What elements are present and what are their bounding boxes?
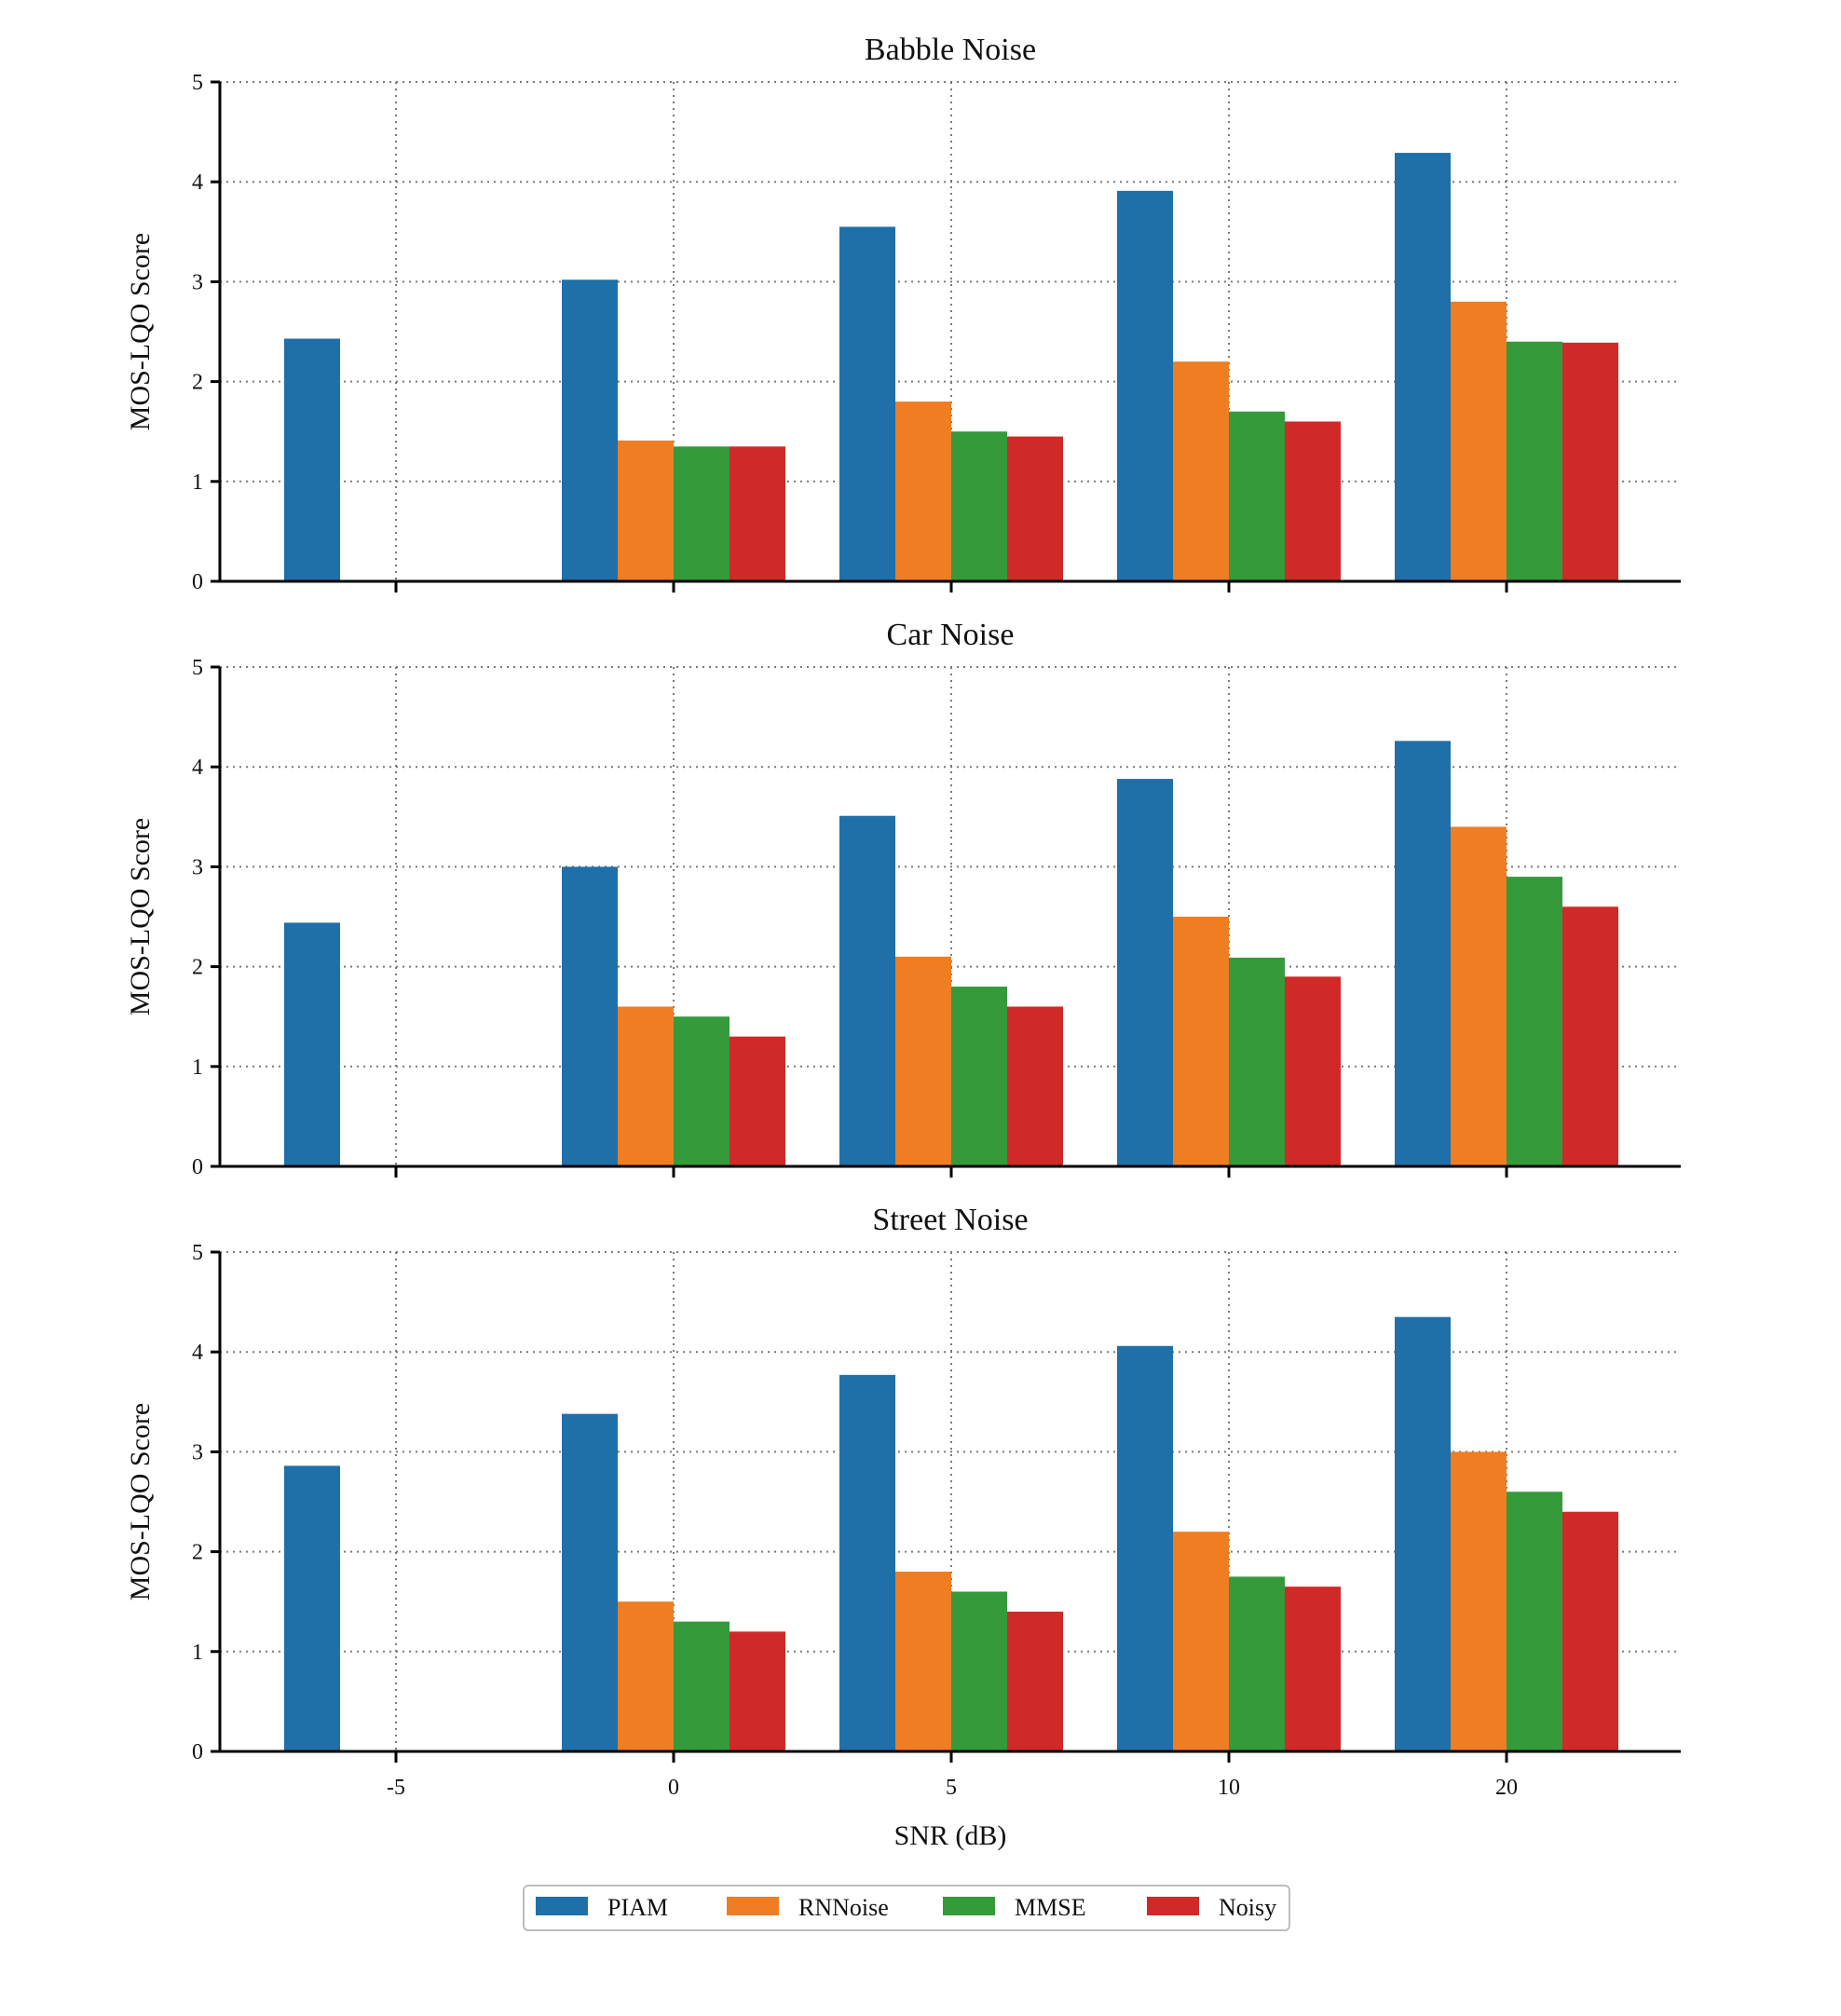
bar-rnnoise-10: [1173, 361, 1229, 581]
bar-noisy-10: [1285, 976, 1341, 1166]
bar-piam-10: [1117, 779, 1173, 1166]
y-tick-label: 4: [192, 756, 203, 780]
bar-mmse-5: [951, 1591, 1007, 1751]
chart-title: Street Noise: [872, 1203, 1028, 1237]
x-tick-label: 5: [946, 1776, 957, 1800]
bar-mmse-0: [674, 1016, 730, 1166]
bar-piam-5: [839, 1374, 895, 1751]
bar-piam-5: [839, 815, 895, 1166]
bar-rnnoise-0: [618, 1006, 674, 1166]
bar-rnnoise-20: [1451, 826, 1507, 1166]
bar-noisy-20: [1562, 342, 1618, 581]
bar-noisy-5: [1007, 436, 1063, 581]
y-tick-label: 0: [192, 1740, 203, 1764]
bar-mmse-5: [951, 987, 1007, 1166]
y-axis-label: MOS-LQO Score: [125, 1403, 156, 1601]
bar-mmse-10: [1229, 1576, 1285, 1751]
bar-mmse-10: [1229, 957, 1285, 1166]
bar-noisy-10: [1285, 421, 1341, 581]
y-tick-label: 3: [192, 270, 203, 294]
y-tick-label: 3: [192, 1440, 203, 1464]
bar-piam-10: [1117, 190, 1173, 581]
bar-piam-0: [562, 866, 618, 1166]
y-tick-label: 5: [192, 1241, 203, 1265]
legend-swatch-mmse: [943, 1897, 995, 1915]
x-axis-label: SNR (dB): [894, 1820, 1007, 1851]
y-tick-label: 4: [192, 170, 203, 195]
bar-piam-5: [839, 226, 895, 581]
y-axis-label: MOS-LQO Score: [125, 233, 156, 430]
chart-title: Car Noise: [887, 618, 1015, 652]
y-tick-label: 2: [192, 371, 203, 395]
bar-rnnoise-10: [1173, 1532, 1229, 1751]
bar-mmse-10: [1229, 411, 1285, 581]
bar-rnnoise-5: [895, 956, 951, 1166]
y-tick-label: 1: [192, 1056, 203, 1080]
y-axis-label: MOS-LQO Score: [125, 818, 156, 1015]
bar-rnnoise-0: [618, 1601, 674, 1751]
bar-noisy-10: [1285, 1587, 1341, 1751]
bar-rnnoise-5: [895, 402, 951, 581]
y-tick-label: 0: [192, 1155, 203, 1179]
legend-label-rnnoise: RNNoise: [798, 1894, 889, 1921]
bar-noisy-5: [1007, 1611, 1063, 1751]
legend-label-piam: PIAM: [607, 1894, 668, 1921]
x-tick-label: 20: [1495, 1776, 1518, 1800]
chart-panel-car-noise: Car Noise 0 1 2 3 4 5 MOS-LQO Score: [125, 618, 1681, 1179]
legend: PIAM RNNoise MMSE Noisy: [523, 1885, 1290, 1931]
bar-piam-20: [1395, 741, 1451, 1166]
bar-piam--5: [284, 1465, 340, 1751]
legend-swatch-noisy: [1147, 1897, 1199, 1915]
legend-swatch-piam: [536, 1897, 588, 1915]
bar-rnnoise-10: [1173, 917, 1229, 1166]
y-tick-label: 1: [192, 1641, 203, 1665]
bar-noisy-0: [730, 446, 785, 581]
bar-noisy-0: [730, 1036, 785, 1166]
y-tick-label: 3: [192, 855, 203, 879]
bar-noisy-0: [730, 1631, 785, 1751]
bar-rnnoise-5: [895, 1572, 951, 1751]
bar-piam--5: [284, 922, 340, 1166]
legend-frame: [523, 1885, 1290, 1931]
legend-label-mmse: MMSE: [1015, 1894, 1086, 1921]
bar-mmse-20: [1507, 341, 1562, 581]
bar-piam-10: [1117, 1345, 1173, 1751]
y-tick-label: 2: [192, 956, 203, 980]
bar-mmse-20: [1507, 1492, 1562, 1751]
legend-label-noisy: Noisy: [1219, 1894, 1276, 1921]
bar-rnnoise-0: [618, 440, 674, 581]
bar-piam-0: [562, 1413, 618, 1751]
legend-swatch-rnnoise: [727, 1897, 779, 1915]
y-tick-label: 0: [192, 570, 203, 594]
y-tick-label: 1: [192, 470, 203, 495]
bar-mmse-5: [951, 431, 1007, 581]
bar-piam-20: [1395, 153, 1451, 581]
x-tick-label: 10: [1218, 1776, 1240, 1800]
y-tick-label: 4: [192, 1341, 203, 1365]
bar-piam--5: [284, 338, 340, 581]
bar-rnnoise-20: [1451, 301, 1507, 581]
x-tick-label: -5: [387, 1776, 405, 1800]
y-tick-label: 2: [192, 1541, 203, 1565]
chart-panel-babble-noise: Babble Noise 0 1 2 3 4 5 MOS-LQO Score: [125, 33, 1681, 594]
y-tick-label: 5: [192, 71, 203, 95]
bar-piam-20: [1395, 1316, 1451, 1751]
bar-noisy-20: [1562, 1511, 1618, 1751]
bar-noisy-20: [1562, 906, 1618, 1166]
chart-panel-street-noise: Street Noise 0 1 2 3 4 5 MOS-LQO Score -5 0 5 10 20 S…: [125, 1203, 1681, 1851]
y-tick-label: 5: [192, 656, 203, 680]
bar-rnnoise-20: [1451, 1451, 1507, 1751]
bar-noisy-5: [1007, 1006, 1063, 1166]
bar-piam-0: [562, 279, 618, 581]
bar-mmse-20: [1507, 877, 1562, 1166]
chart-title: Babble Noise: [865, 33, 1036, 67]
x-tick-label: 0: [668, 1776, 679, 1800]
bar-mmse-0: [674, 1621, 730, 1751]
bar-mmse-0: [674, 446, 730, 581]
